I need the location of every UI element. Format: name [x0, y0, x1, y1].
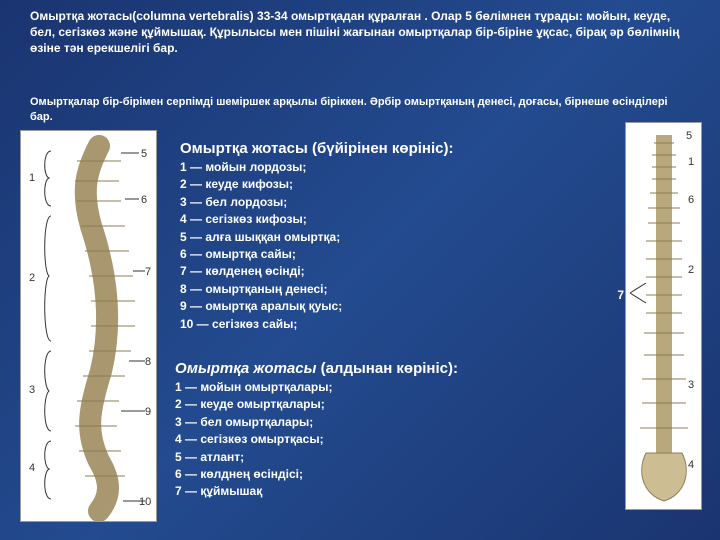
anterior-title: Омыртқа жотасы (алдынан көрініс): — [175, 360, 545, 377]
lateral-legend-block: Омыртқа жотасы (бүйірінен көрініс): 1 — … — [180, 140, 550, 333]
svg-text:5: 5 — [686, 130, 692, 142]
spine-lateral-figure: 1 2 3 4 5 6 7 8 9 10 — [20, 130, 157, 522]
intro-paragraph-1: Омыртқа жотасы(columna vertebralis) 33-3… — [30, 8, 690, 65]
svg-text:6: 6 — [688, 194, 694, 206]
anterior-list-item: 1 — мойын омыртқалары; — [175, 379, 545, 396]
intro-paragraph-2: Омыртқалар бір-бірімен серпімді шеміршек… — [30, 84, 690, 136]
lateral-title: Омыртқа жотасы (бүйірінен көрініс): — [180, 140, 550, 157]
svg-text:4: 4 — [29, 462, 35, 474]
anterior-list: 1 — мойын омыртқалары;2 — кеуде омыртқал… — [175, 379, 545, 501]
svg-text:8: 8 — [145, 356, 151, 368]
lateral-list-item: 1 — мойын лордозы; — [180, 159, 550, 176]
svg-text:1: 1 — [688, 156, 694, 168]
anterior-legend-block: Омыртқа жотасы (алдынан көрініс): 1 — мо… — [175, 360, 545, 501]
lateral-list-item: 2 — кеуде кифозы; — [180, 176, 550, 193]
lateral-list-item: 6 — омыртқа сайы; — [180, 246, 550, 263]
intro-bold-term: Омыртқа жотасы(columna vertebralis) — [30, 9, 257, 23]
anterior-list-item: 5 — атлант; — [175, 449, 545, 466]
svg-text:7: 7 — [145, 266, 151, 278]
anterior-list-item: 4 — сегізкөз омыртқасы; — [175, 431, 545, 448]
svg-text:1: 1 — [29, 172, 35, 184]
svg-text:2: 2 — [29, 272, 35, 284]
lateral-list-item: 7 — көлденең өсінді; — [180, 263, 550, 280]
svg-text:9: 9 — [145, 406, 151, 418]
spine-anterior-figure: 5 1 6 2 3 4 — [625, 122, 702, 510]
lateral-list-item: 4 — сегізкөз кифозы; — [180, 211, 550, 228]
anterior-list-item: 7 — құймышақ — [175, 483, 545, 500]
svg-text:3: 3 — [29, 384, 35, 396]
svg-text:10: 10 — [139, 496, 151, 508]
svg-text:5: 5 — [141, 148, 147, 160]
svg-text:2: 2 — [688, 264, 694, 276]
lateral-list-item: 8 — омыртқаның денесі; — [180, 281, 550, 298]
anterior-list-item: 2 — кеуде омыртқалары; — [175, 396, 545, 413]
lateral-list-item: 10 — сегізкөз сайы; — [180, 316, 550, 333]
lateral-list-item: 3 — бел лордозы; — [180, 194, 550, 211]
lateral-list-item: 5 — алға шыққан омыртқа; — [180, 229, 550, 246]
lateral-list: 1 — мойын лордозы;2 — кеуде кифозы;3 — б… — [180, 159, 550, 333]
svg-text:4: 4 — [688, 459, 694, 471]
anterior-list-item: 3 — бел омыртқалары; — [175, 414, 545, 431]
svg-text:6: 6 — [141, 194, 147, 206]
anterior-list-item: 6 — көлднең өсіндісі; — [175, 466, 545, 483]
svg-text:3: 3 — [688, 379, 694, 391]
right-fig-label-7: 7 — [617, 288, 624, 302]
lateral-list-item: 9 — омыртқа аралық қуыс; — [180, 298, 550, 315]
